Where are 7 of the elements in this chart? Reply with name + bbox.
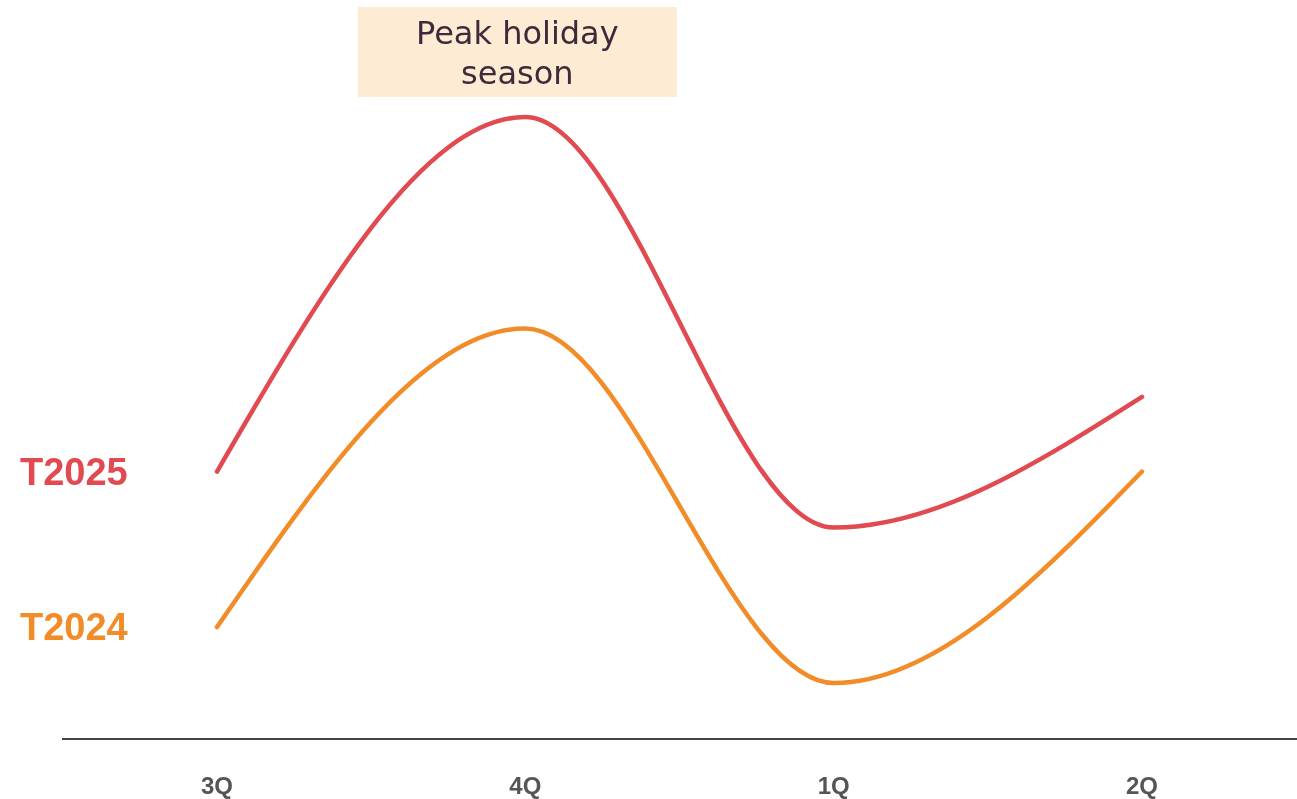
text: Peak holiday season xyxy=(416,14,619,92)
x-tick-label: 3Q xyxy=(200,772,234,799)
x-tick-label: 4Q xyxy=(509,772,542,799)
text: T2024 xyxy=(20,606,128,649)
text: T2025 xyxy=(20,450,128,493)
x-tick-label: 1Q xyxy=(817,772,850,799)
x-tick-label: 2Q xyxy=(1125,772,1159,799)
